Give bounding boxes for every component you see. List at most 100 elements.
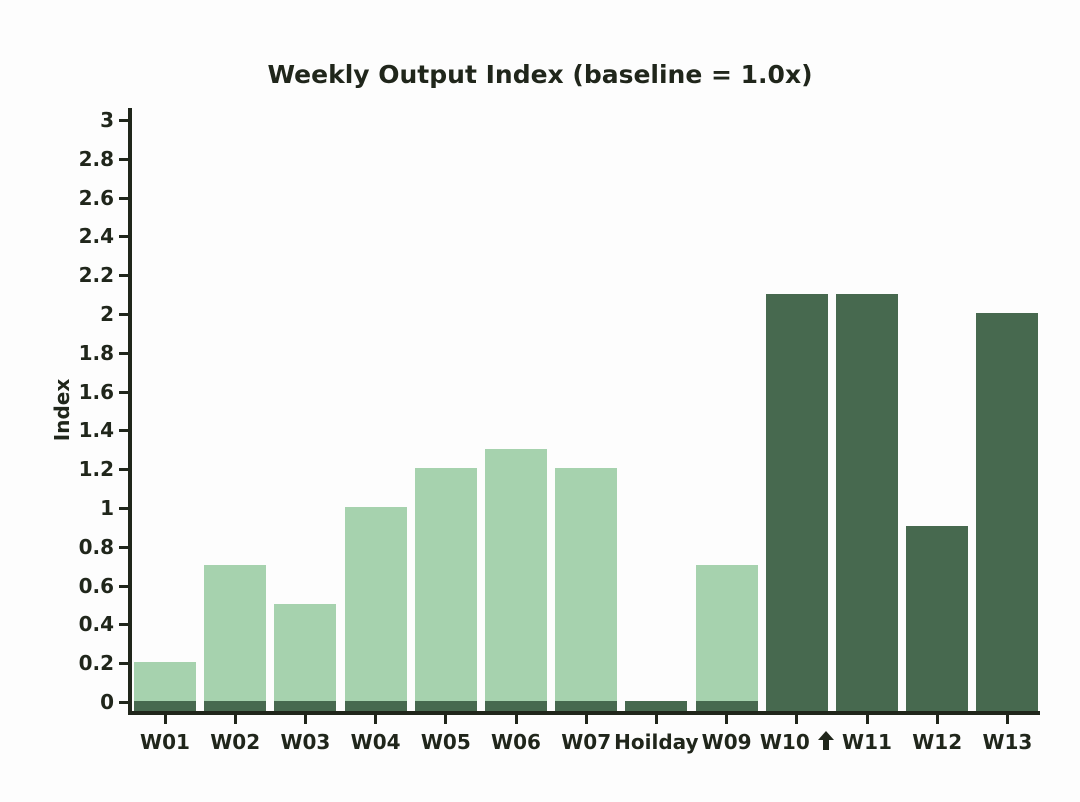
x-tick-mark: [514, 715, 518, 724]
bar-w12: [906, 526, 969, 711]
y-tick-mark: [119, 623, 128, 627]
y-tick-label: 1.8: [78, 340, 114, 365]
x-tick-label-w05: W05: [376, 729, 516, 755]
y-tick-mark: [119, 119, 128, 122]
x-tick-label-text: W12: [912, 730, 963, 754]
x-tick-mark: [374, 715, 378, 724]
bar-base-strip: [274, 701, 337, 711]
y-tick-label: 0.6: [78, 573, 114, 598]
bar-base-strip: [765, 700, 828, 711]
bar-w06: [485, 448, 547, 711]
bar-base-strip: [976, 701, 1039, 711]
bar-w13: [976, 313, 1039, 711]
bar-w01: [134, 662, 196, 711]
y-tick-mark: [119, 507, 128, 510]
x-tick-mark: [303, 715, 307, 724]
bar-w10: [765, 293, 828, 711]
y-tick-label: 1.4: [78, 418, 114, 443]
x-tick-label-text: W06: [491, 730, 541, 754]
y-tick-mark: [119, 701, 128, 704]
y-tick-mark: [119, 313, 128, 316]
x-tick-mark: [725, 715, 729, 724]
y-tick-mark: [119, 274, 128, 278]
y-tick-label: 1.2: [78, 457, 114, 482]
y-tick-mark: [119, 157, 128, 161]
x-tick-label-text: W13: [982, 730, 1033, 754]
x-tick-mark: [654, 715, 658, 724]
y-tick-label: 1.6: [78, 379, 114, 404]
x-tick-mark: [865, 715, 869, 724]
bar-base-strip: [204, 700, 267, 711]
x-tick-mark: [795, 715, 799, 724]
y-tick-mark: [119, 545, 128, 549]
y-tick-label: 0: [100, 690, 114, 714]
x-tick-label-text: Hoilday: [614, 730, 699, 754]
y-tick-label: 2.6: [78, 185, 114, 210]
x-tick-mark: [233, 715, 237, 724]
x-tick-label-w07: W07: [516, 729, 656, 755]
bar-base-strip: [555, 700, 618, 711]
x-tick-label-w13: W13: [937, 729, 1077, 755]
bar-w03: [274, 604, 337, 711]
y-tick-mark: [119, 351, 128, 355]
x-tick-label-text: W02: [210, 730, 261, 754]
y-tick-label: 2.2: [78, 263, 114, 288]
bar-base-strip: [625, 701, 688, 711]
x-tick-label-text: W05: [420, 730, 471, 754]
x-tick-label-w04: W04: [306, 729, 446, 755]
y-tick-label: 3: [100, 108, 114, 132]
x-tick-label-hoilday: Hoilday: [586, 729, 726, 755]
x-tick-label-w10: W10: [727, 729, 867, 755]
x-tick-label-text: W10: [759, 730, 810, 754]
plot-area: [128, 108, 1040, 715]
x-tick-label-text: W09: [701, 730, 752, 754]
y-tick-label: 2: [100, 302, 114, 326]
y-tick-mark: [119, 196, 128, 200]
bar-hoilday: [625, 701, 688, 711]
bar-base-strip: [344, 701, 407, 711]
y-tick-label: 0.2: [78, 651, 114, 676]
y-tick-label: 2.4: [78, 224, 114, 249]
bar-base-strip: [906, 700, 969, 711]
y-tick-label: 0.8: [78, 534, 114, 559]
bar-w04: [344, 507, 407, 711]
bar-base-strip: [134, 700, 196, 711]
bar-base-strip: [414, 700, 477, 711]
y-tick-mark: [119, 390, 128, 394]
x-tick-label-text: W11: [842, 730, 892, 754]
y-tick-label: 0.4: [78, 612, 114, 637]
chart-title: Weekly Output Index (baseline = 1.0x): [267, 60, 813, 89]
x-tick-label-w06: W06: [446, 729, 586, 755]
x-tick-mark: [444, 715, 448, 724]
bar-w09: [695, 565, 758, 711]
y-tick-mark: [119, 662, 128, 666]
x-tick-label-w03: W03: [235, 729, 375, 755]
y-tick-mark: [119, 468, 128, 472]
x-tick-label-text: W04: [350, 730, 401, 754]
x-tick-mark: [1005, 715, 1009, 724]
y-tick-label: 2.8: [78, 146, 114, 171]
x-tick-label-text: W07: [561, 730, 612, 754]
bar-w05: [414, 468, 477, 711]
y-tick-mark: [119, 235, 128, 239]
bar-base-strip: [836, 700, 898, 711]
x-tick-mark: [584, 715, 588, 724]
y-tick-mark: [119, 429, 128, 433]
bar-base-strip: [485, 700, 547, 711]
bar-w07: [555, 468, 618, 711]
x-tick-mark: [935, 715, 939, 724]
up-arrow-icon: [817, 731, 834, 750]
y-tick-label: 1: [100, 496, 114, 520]
bar-w11: [836, 293, 898, 711]
x-tick-label-w01: W01: [95, 729, 235, 755]
x-tick-label-w09: W09: [657, 729, 797, 755]
y-tick-mark: [119, 584, 128, 588]
bar-base-strip: [695, 700, 758, 711]
x-tick-mark: [163, 715, 167, 724]
x-tick-label-w12: W12: [867, 729, 1007, 755]
x-tick-label-text: W01: [140, 730, 190, 754]
x-tick-label-text: W03: [280, 730, 331, 754]
x-tick-label-w02: W02: [165, 729, 305, 755]
bar-w02: [204, 565, 267, 711]
